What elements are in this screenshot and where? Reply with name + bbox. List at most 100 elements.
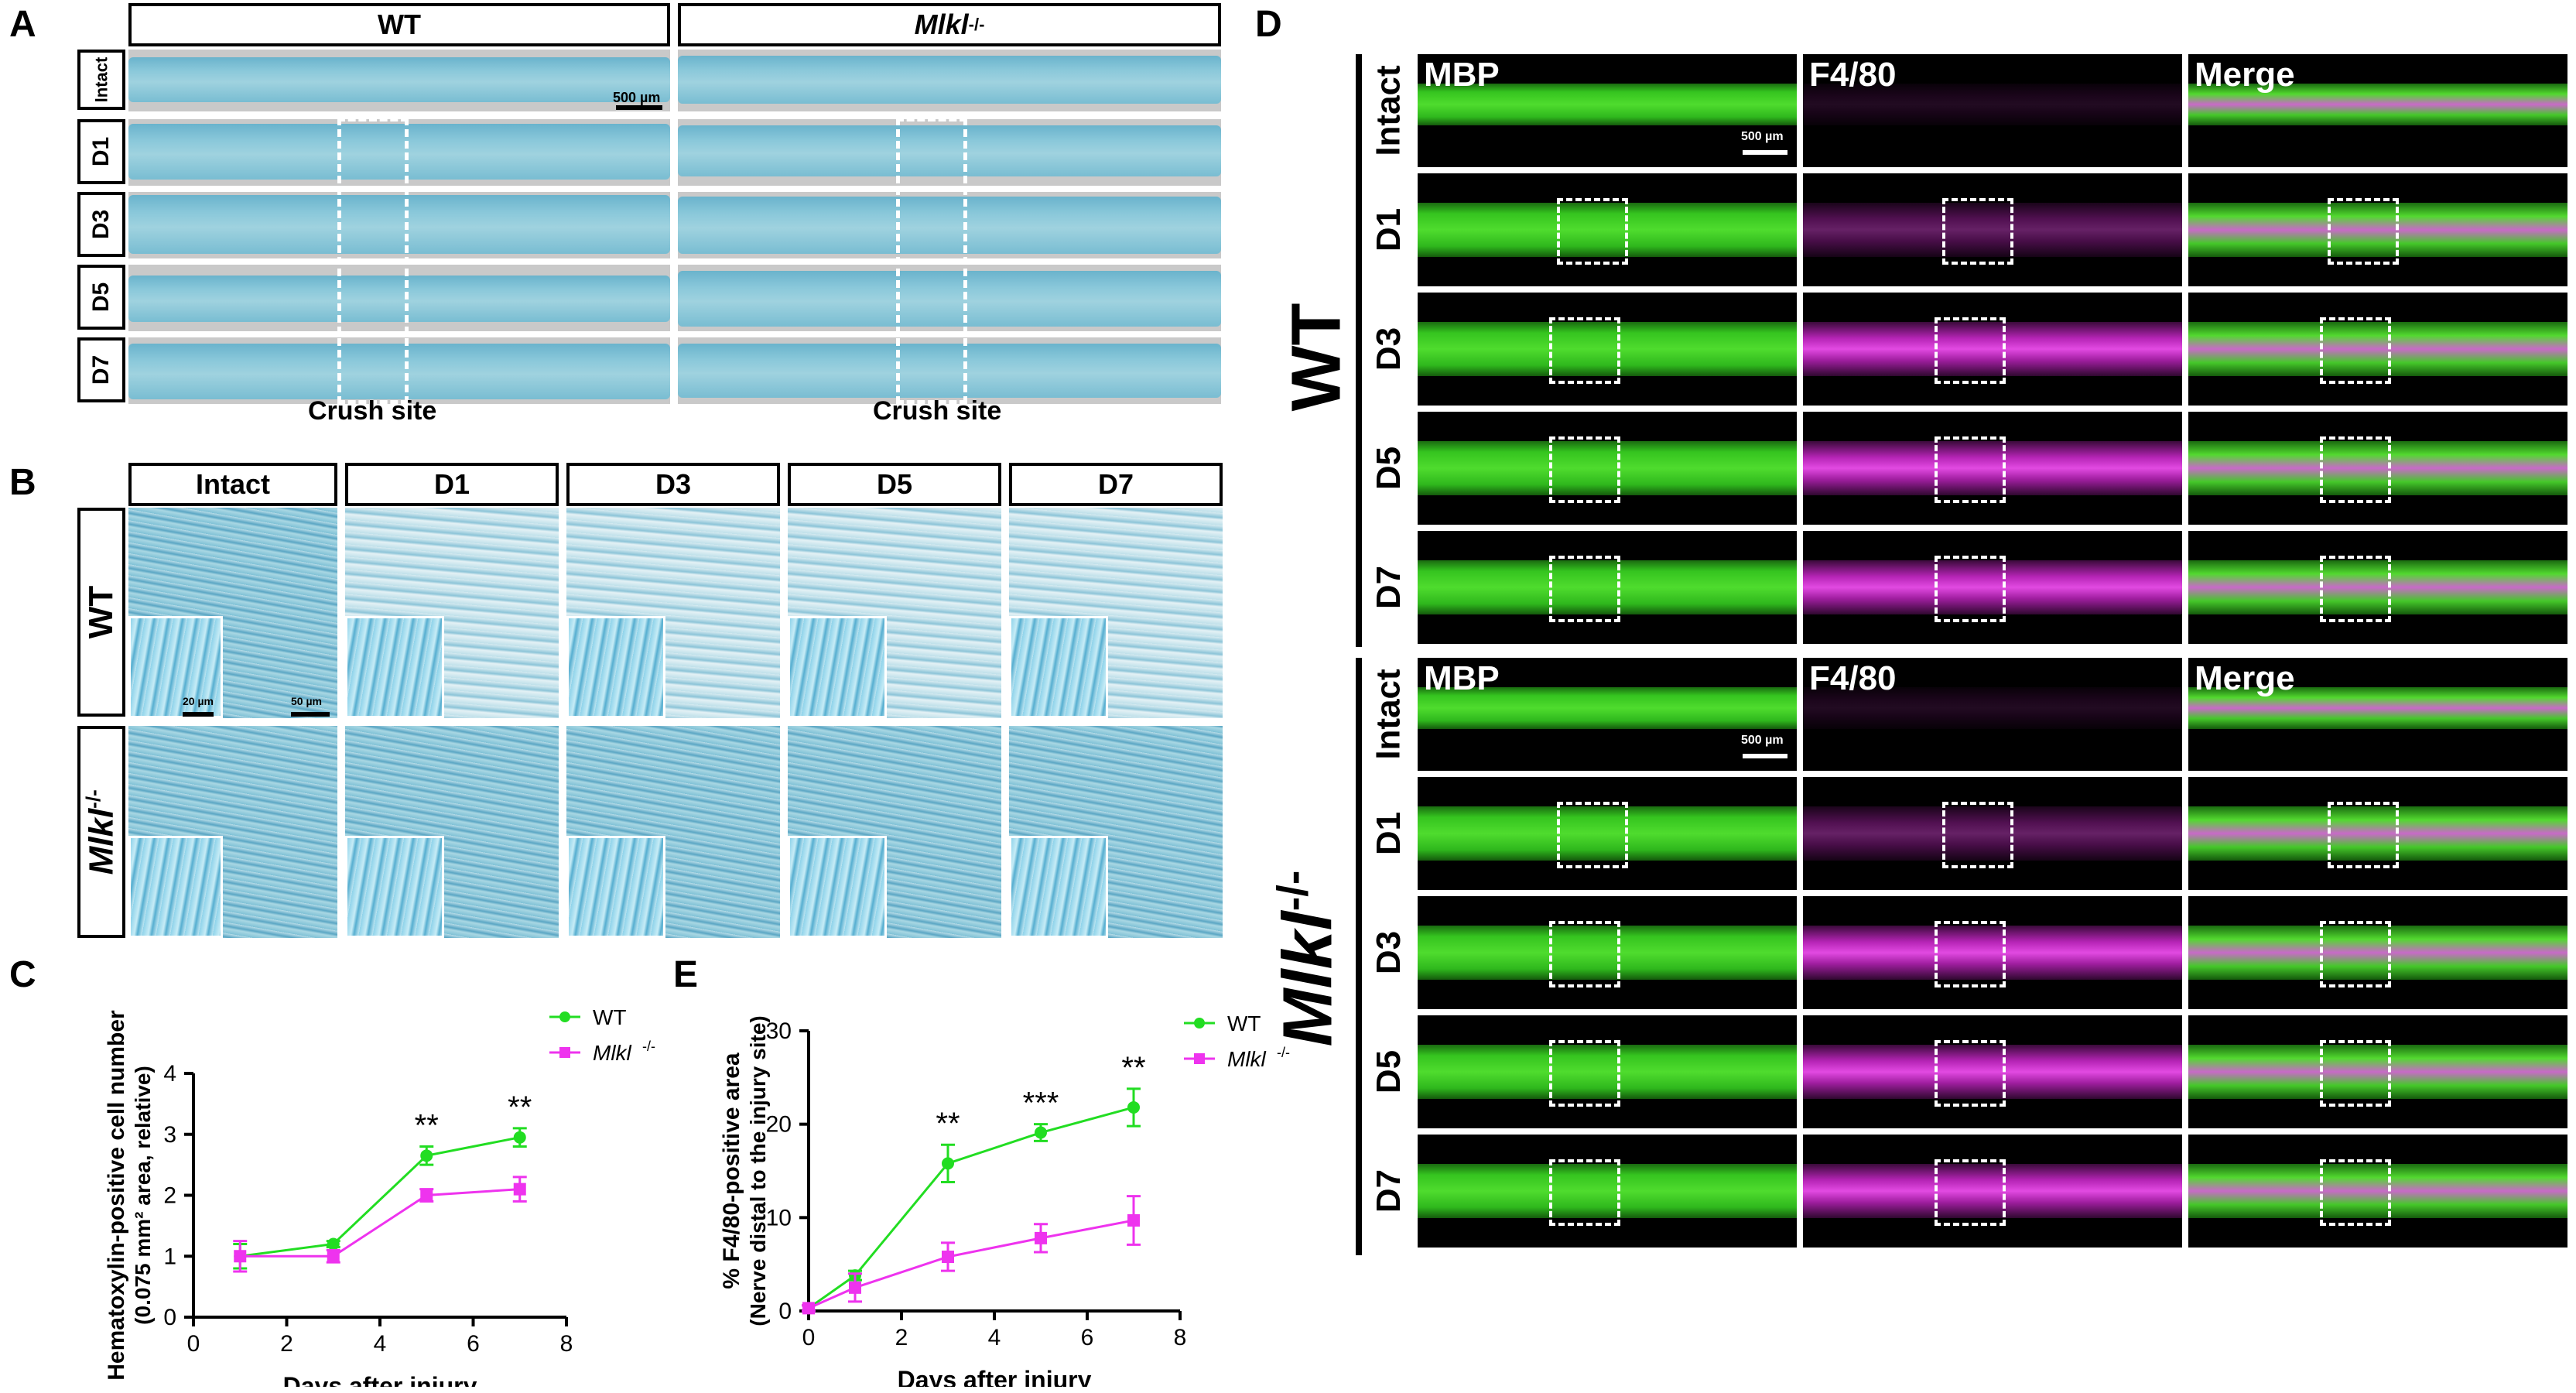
panel-b-inset-scale-bar [183, 712, 214, 717]
panel-e-letter: E [673, 954, 699, 995]
panel-b-ko-d5-inset [788, 836, 887, 938]
legend-label-wt: WT [593, 1005, 627, 1029]
panel-b-row-wt: WT [77, 508, 125, 717]
nerve-signal [1418, 560, 1797, 614]
panel-a-letter: A [9, 4, 36, 45]
injury-site-box [2320, 1159, 2391, 1226]
nerve-signal [1803, 560, 2182, 614]
y-tick-label: 2 [163, 1183, 176, 1209]
panel-a-wt-crush-label: Crush site [308, 396, 437, 426]
significance-mark: ** [1121, 1051, 1145, 1085]
panel-b-wt-d7-inset [1009, 616, 1108, 718]
panel-b-ko-d3-inset [566, 836, 665, 938]
injury-site-box [1557, 198, 1628, 265]
panel-d-wt-f480-intact-image: F4/80 [1803, 54, 2182, 167]
data-point-mlkl [327, 1250, 340, 1263]
panel-e-chart: 0 2 4 6 8 0 10 20 30 Days after injury % F4/80-pos… [719, 1011, 1290, 1387]
significance-mark: *** [1023, 1087, 1059, 1121]
nerve-signal [1418, 84, 1797, 125]
panel-a-ko-d3-image [678, 197, 1221, 254]
panel-a-wt-crush-box [337, 118, 409, 404]
panel-a-ko-d7-image [678, 344, 1221, 398]
panel-d-ko-mbp-d1-image [1418, 777, 1797, 890]
y-axis-label: % F4/80-positive area [719, 1052, 744, 1289]
injury-site-box [2320, 1040, 2391, 1107]
data-point-wt [513, 1131, 526, 1144]
x-axis-label: Days after injury [283, 1372, 477, 1387]
data-point-mlkl [420, 1189, 433, 1202]
panel-d-wt-mbp-d1-image [1418, 173, 1797, 286]
panel-d-ko-mbp-d3-image [1418, 896, 1797, 1009]
panel-a-row-d1: D1 [77, 119, 125, 184]
x-tick-label: 4 [374, 1331, 387, 1357]
nerve-signal [1803, 926, 2182, 980]
panel-d-wt-mbp-d3-image [1418, 293, 1797, 406]
panel-a-ko-intact-image [678, 56, 1221, 104]
panel-d-letter: D [1255, 4, 1282, 45]
panel-a-header-wt: WT [128, 3, 670, 46]
nerve-signal [1803, 1164, 2182, 1218]
panel-a-ko-crush-label: Crush site [873, 396, 1002, 426]
legend-label-mlkl-sup: -/- [1277, 1045, 1290, 1060]
panel-d-ko-mbp-d5-image [1418, 1015, 1797, 1128]
x-tick-label: 4 [988, 1325, 1001, 1350]
panel-d-ko-row-d7: D7 [1370, 1169, 1408, 1213]
panel-c-letter: C [9, 954, 36, 995]
nerve-signal [1418, 203, 1797, 257]
legend-label-mlkl: Mlkl [1227, 1047, 1267, 1071]
scale-bar [1743, 754, 1787, 758]
x-tick-label: 8 [1174, 1325, 1187, 1350]
nerve-signal [1418, 806, 1797, 861]
panel-a-wt-d1-image [128, 124, 670, 180]
panel-d-wt-mbp-d7-image [1418, 531, 1797, 644]
scale-bar [1743, 150, 1787, 155]
panel-c-chart: 0 2 4 6 8 0 1 2 3 4 Days after injury Hematoxylin-p… [104, 1005, 655, 1387]
y-tick-label: 10 [766, 1205, 792, 1230]
panel-d-ko-bracket [1356, 658, 1362, 1255]
panel-a-row-d3: D3 [77, 192, 125, 257]
nerve-signal [2188, 687, 2567, 729]
injury-site-box [1935, 436, 2006, 503]
nerve-signal [2188, 1164, 2567, 1218]
x-tick-label: 8 [560, 1331, 573, 1357]
panel-d-wt-f480-d1-image [1803, 173, 2182, 286]
panel-d-wt-group-label: WT [1278, 303, 1356, 412]
data-point-mlkl [1035, 1231, 1047, 1244]
panel-d-ko-f480-d1-image [1803, 777, 2182, 890]
panel-d-wt-mbp-d5-image [1418, 412, 1797, 525]
panel-d-wt-f480-d3-image [1803, 293, 2182, 406]
panel-d-ko-merge-d3-image [2188, 896, 2567, 1009]
scale-label: 500 µm [1741, 734, 1784, 747]
data-point-wt [420, 1149, 433, 1162]
panel-b-header-d1: D1 [345, 463, 559, 506]
injury-site-box [2320, 317, 2391, 384]
injury-site-box [1942, 802, 2013, 868]
y-axis-label-sub: (Nerve distal to the injury site) [746, 1015, 770, 1326]
panel-d-wt-row-intact: Intact [1370, 65, 1408, 156]
y-axis-label-sub: (0.075 mm² area, relative) [131, 1066, 155, 1325]
nerve-signal [1418, 322, 1797, 376]
panel-d-wt-merge-d5-image [2188, 412, 2567, 525]
nerve-signal [1803, 1045, 2182, 1099]
injury-site-box [1935, 556, 2006, 622]
channel-title-mbp: MBP [1424, 659, 1500, 697]
panel-b-letter: B [9, 462, 36, 503]
injury-site-box [1557, 802, 1628, 868]
injury-site-box [2320, 556, 2391, 622]
panel-b-header-intact: Intact [128, 463, 337, 506]
panel-d-ko-merge-d5-image [2188, 1015, 2567, 1128]
injury-site-box [1935, 921, 2006, 987]
panel-b-row-mlkl: Mlkl-/- [77, 726, 125, 938]
legend-label-wt: WT [1227, 1011, 1261, 1035]
injury-site-box [1935, 317, 2006, 384]
legend-marker-mlkl [1194, 1053, 1205, 1064]
x-tick-label: 6 [1081, 1325, 1094, 1350]
panel-b-wt-d5-inset [788, 616, 887, 718]
panel-a-ko-crush-box [896, 118, 967, 404]
panel-d-wt-merge-d7-image [2188, 531, 2567, 644]
panel-b-inset-scale-label: 20 µm [183, 695, 214, 707]
nerve-signal [1803, 806, 2182, 861]
y-tick-label: 4 [163, 1061, 176, 1087]
legend-marker-mlkl [559, 1047, 570, 1058]
panel-a-wt-intact-image [128, 57, 670, 102]
